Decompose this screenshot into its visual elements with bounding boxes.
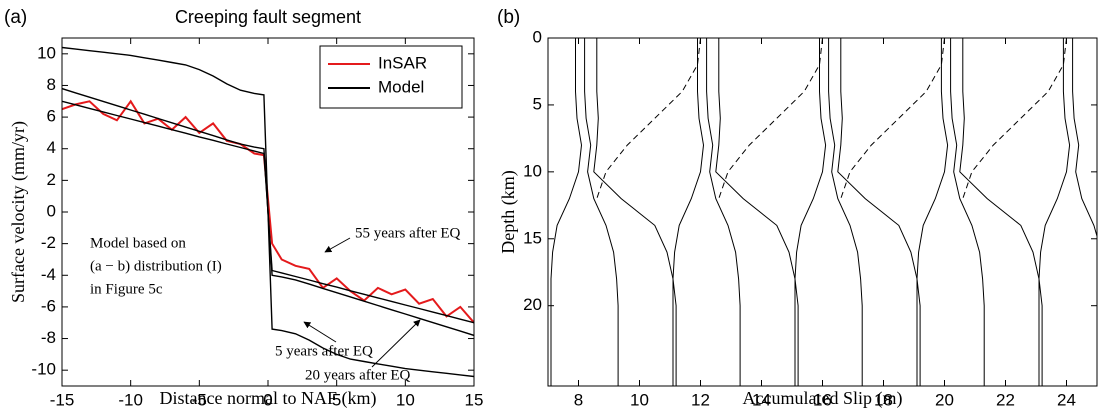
interseismic-profile bbox=[593, 38, 677, 386]
annotation-arrow bbox=[303, 321, 337, 343]
y-tick-label: 8 bbox=[47, 75, 56, 94]
interseismic-profile bbox=[828, 38, 863, 386]
y-tick-label: 10 bbox=[37, 43, 56, 62]
interseismic-profile bbox=[1072, 38, 1097, 239]
interseismic-profile bbox=[950, 38, 985, 386]
interseismic-profile bbox=[715, 38, 799, 386]
x-tick-label: 8 bbox=[574, 390, 583, 409]
interseismic-profile bbox=[837, 38, 921, 386]
panel-label: (a) bbox=[4, 7, 27, 28]
x-axis-label: Distance normal to NAF (km) bbox=[160, 388, 377, 409]
annotation: 55 years after EQ bbox=[355, 225, 461, 241]
legend-label: Model bbox=[378, 77, 424, 96]
y-tick-label: 6 bbox=[47, 107, 56, 126]
x-tick-label: 10 bbox=[396, 390, 415, 409]
coseismic-profile bbox=[718, 38, 823, 199]
y-tick-label: -10 bbox=[31, 360, 56, 379]
x-tick-label: 22 bbox=[996, 390, 1015, 409]
y-tick-label: 2 bbox=[47, 170, 56, 189]
annotation: 20 years after EQ bbox=[305, 367, 411, 383]
legend-label: InSAR bbox=[378, 53, 427, 72]
legend-box bbox=[319, 45, 463, 109]
axes-box bbox=[61, 37, 475, 387]
data-line bbox=[62, 100, 474, 324]
interseismic-profile bbox=[794, 38, 827, 386]
y-tick-label: 5 bbox=[533, 94, 542, 113]
x-axis-label: Accumulated Slip (m) bbox=[743, 388, 903, 409]
interseismic-profile bbox=[1038, 38, 1071, 386]
x-tick-label: -5 bbox=[192, 390, 207, 409]
y-tick-label: 10 bbox=[523, 161, 542, 180]
x-tick-label: 15 bbox=[465, 390, 484, 409]
interseismic-profile bbox=[916, 38, 949, 386]
x-tick-label: 5 bbox=[332, 390, 341, 409]
y-tick-label: -6 bbox=[41, 296, 56, 315]
interseismic-profile bbox=[672, 38, 705, 386]
annotation: Model based on bbox=[90, 235, 186, 251]
coseismic-profile bbox=[840, 38, 945, 199]
x-tick-label: 18 bbox=[874, 390, 893, 409]
coseismic-profile bbox=[596, 38, 701, 199]
y-axis-label: Depth (km) bbox=[498, 170, 519, 253]
x-tick-label: 14 bbox=[752, 390, 771, 409]
plot-area bbox=[550, 38, 1097, 386]
interseismic-profile bbox=[706, 38, 741, 386]
y-tick-label: -4 bbox=[41, 265, 56, 284]
x-tick-label: -15 bbox=[50, 390, 75, 409]
interseismic-profile bbox=[550, 38, 583, 386]
x-tick-label: 0 bbox=[263, 390, 272, 409]
y-tick-label: -2 bbox=[41, 233, 56, 252]
coseismic-profile bbox=[962, 38, 1067, 199]
annotation-arrow bbox=[371, 319, 421, 368]
x-tick-label: 24 bbox=[1057, 390, 1076, 409]
annotation: (a − b) distribution (I) bbox=[90, 258, 222, 274]
interseismic-profile bbox=[584, 38, 619, 386]
y-tick-label: -8 bbox=[41, 328, 56, 347]
annotation: 5 years after EQ bbox=[275, 343, 373, 359]
annotation-arrow bbox=[324, 237, 351, 253]
chart-title: Creeping fault segment bbox=[175, 7, 361, 27]
x-tick-label: -10 bbox=[118, 390, 143, 409]
x-tick-label: 12 bbox=[691, 390, 710, 409]
annotation: in Figure 5c bbox=[90, 281, 163, 297]
y-tick-label: 15 bbox=[523, 228, 542, 247]
x-tick-label: 10 bbox=[630, 390, 649, 409]
y-tick-label: 4 bbox=[47, 138, 56, 157]
y-axis-label: Surface velocity (mm/yr) bbox=[8, 121, 29, 303]
x-tick-label: 20 bbox=[935, 390, 954, 409]
axes-box bbox=[547, 37, 1098, 387]
plot-area bbox=[62, 46, 474, 378]
y-tick-label: 0 bbox=[47, 201, 56, 220]
y-tick-label: 20 bbox=[523, 295, 542, 314]
panel-label: (b) bbox=[497, 7, 520, 28]
y-tick-label: 0 bbox=[533, 27, 542, 46]
x-tick-label: 16 bbox=[813, 390, 832, 409]
interseismic-profile bbox=[959, 38, 1043, 386]
